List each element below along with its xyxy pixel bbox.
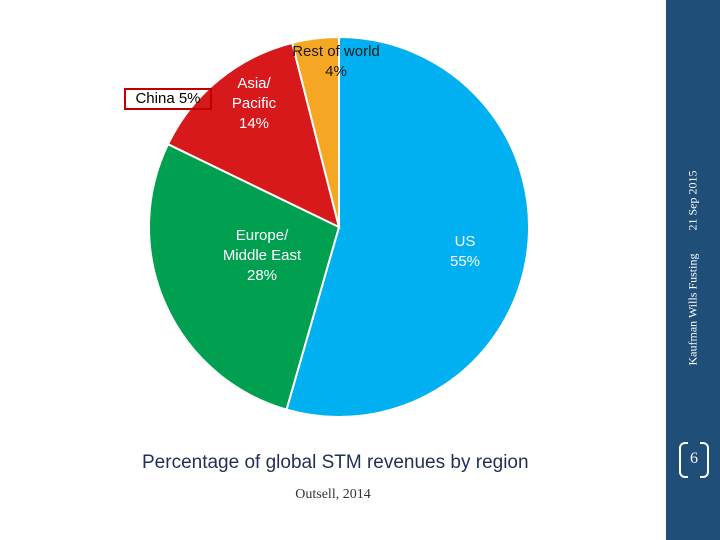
pie-slice-rest-of-world (290, 35, 340, 228)
sidebar-vertical-text: Kaufman Wills Fusting 21 Sep 2015 (686, 161, 701, 376)
page-number: 6 (679, 442, 709, 478)
slice-label-rest-of-world: Rest of world 4% (292, 43, 380, 80)
sidebar-date: 21 Sep 2015 (685, 170, 700, 231)
page-number-right-bracket (700, 442, 709, 478)
page-number-left-bracket (679, 442, 688, 478)
slice-label-asia-pacific: Asia/Pacific 14% (232, 75, 277, 132)
slice-label-us: US 55% (450, 233, 480, 270)
sidebar-author: Kaufman Wills Fusting (685, 253, 700, 366)
chart-title: Percentage of global STM revenues by reg… (142, 452, 529, 473)
china-callout-box: China 5% (124, 88, 212, 110)
pie-slice-europe-middle-east (148, 142, 341, 411)
pie-slice-us (285, 35, 530, 418)
source-citation: Outsell, 2014 (295, 487, 371, 502)
right-sidebar (666, 0, 720, 540)
slice-label-europe-middle-east: Europe/Middle East 28% (223, 227, 302, 284)
pie-chart: US 55% Europe/Middle East 28% Asia/Pacific 14… (148, 35, 530, 418)
page-number-text: 6 (690, 450, 698, 467)
